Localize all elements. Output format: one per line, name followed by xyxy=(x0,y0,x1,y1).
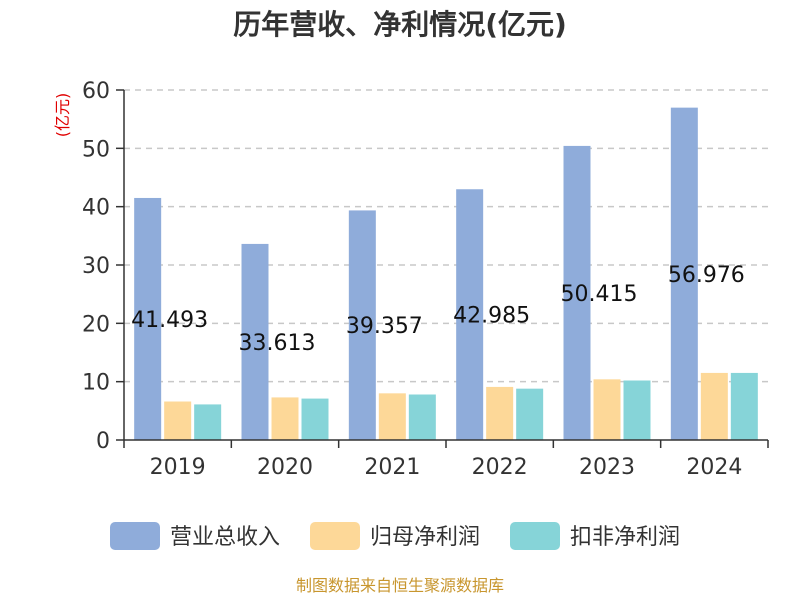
y-tick-label: 60 xyxy=(82,79,110,104)
legend-label[interactable]: 扣非净利润 xyxy=(570,525,680,550)
bar-series-3-2021[interactable] xyxy=(408,394,436,441)
bar-series-1-2022[interactable] xyxy=(456,189,484,440)
bar-series-3-2023[interactable] xyxy=(623,380,651,441)
bar-series-2-2020[interactable] xyxy=(271,397,299,440)
legend-swatch[interactable] xyxy=(510,522,560,550)
legend-label[interactable]: 营业总收入 xyxy=(170,525,280,550)
x-tick-label: 2024 xyxy=(686,455,742,480)
bar-series-1-2021[interactable] xyxy=(348,210,376,440)
data-label: 42.985 xyxy=(453,304,530,329)
bar-series-3-2019[interactable] xyxy=(194,404,222,440)
bar-series-3-2024[interactable] xyxy=(730,372,758,440)
y-tick-label: 0 xyxy=(96,429,110,454)
legend-swatch[interactable] xyxy=(310,522,360,550)
bar-series-1-2023[interactable] xyxy=(563,145,591,440)
x-tick-label: 2019 xyxy=(150,455,206,480)
y-tick-label: 30 xyxy=(82,254,110,279)
bar-series-1-2024[interactable] xyxy=(670,107,698,440)
bar-series-2-2023[interactable] xyxy=(593,379,621,440)
bars-group xyxy=(134,107,758,441)
bar-series-3-2022[interactable] xyxy=(516,388,544,440)
source-note: 制图数据来自恒生聚源数据库 xyxy=(296,576,504,595)
bar-series-3-2020[interactable] xyxy=(301,398,329,440)
data-labels: 41.493 33.613 39.357 42.985 50.415 56.976 xyxy=(131,263,745,356)
y-tick-label: 20 xyxy=(82,312,110,337)
y-axis-unit-label: (亿元) xyxy=(53,93,72,138)
x-tick-label: 2022 xyxy=(472,455,528,480)
data-label: 39.357 xyxy=(346,314,423,339)
gridlines xyxy=(124,89,768,383)
x-tick-label: 2021 xyxy=(364,455,420,480)
bar-series-2-2019[interactable] xyxy=(164,401,192,441)
legend-swatch[interactable] xyxy=(110,522,160,550)
bar-series-1-2020[interactable] xyxy=(241,243,269,440)
data-label: 50.415 xyxy=(561,282,638,307)
y-tick-label: 50 xyxy=(82,137,110,162)
data-label: 33.613 xyxy=(239,331,316,356)
bar-series-2-2022[interactable] xyxy=(486,386,514,440)
legend-label[interactable]: 归母净利润 xyxy=(370,525,480,550)
legend[interactable]: 营业总收入 归母净利润 扣非净利润 xyxy=(110,522,680,550)
y-tick-label: 10 xyxy=(82,371,110,396)
axes: 0 10 20 30 40 50 60 2019 2020 2021 2022 2023 2024 xyxy=(82,79,769,480)
bar-series-2-2024[interactable] xyxy=(700,372,728,440)
y-tick-label: 40 xyxy=(82,196,110,221)
bar-series-2-2021[interactable] xyxy=(378,393,406,440)
x-tick-label: 2023 xyxy=(579,455,635,480)
data-label: 56.976 xyxy=(668,263,745,288)
x-tick-label: 2020 xyxy=(257,455,313,480)
data-label: 41.493 xyxy=(131,308,208,333)
bar-series-1-2019[interactable] xyxy=(134,197,162,440)
chart-title: 历年营收、净利情况(亿元) xyxy=(233,8,567,41)
